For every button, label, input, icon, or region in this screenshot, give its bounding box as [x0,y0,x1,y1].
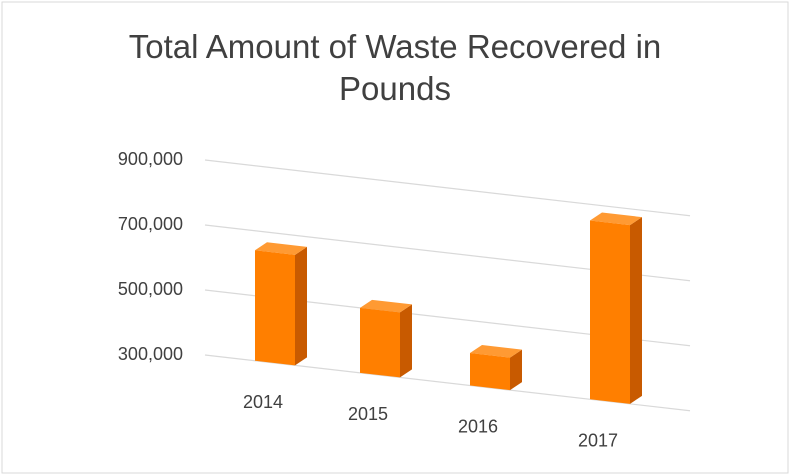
bar-side [400,304,412,378]
bar-top [255,242,307,255]
x-tick-label: 2014 [243,392,283,412]
chart-title: Total Amount of Waste Recovered in Pound… [128,28,662,107]
y-tick-label: 700,000 [118,214,183,234]
bar [590,220,630,404]
y-tick-label: 900,000 [118,149,183,169]
bar-side [510,349,522,391]
bar [255,250,295,366]
bar-side [295,246,307,366]
bar [360,307,400,378]
y-tick-label: 300,000 [118,344,183,364]
y-tick-label: 500,000 [118,279,183,299]
x-tick-label: 2017 [578,430,618,450]
bar [470,352,510,391]
bar-top [470,344,522,358]
x-tick-label: 2016 [458,417,498,437]
bar-top [590,212,642,226]
bar-side [630,217,642,404]
grid-line [204,159,691,217]
x-tick-label: 2015 [348,404,388,424]
bar-top [360,299,412,313]
